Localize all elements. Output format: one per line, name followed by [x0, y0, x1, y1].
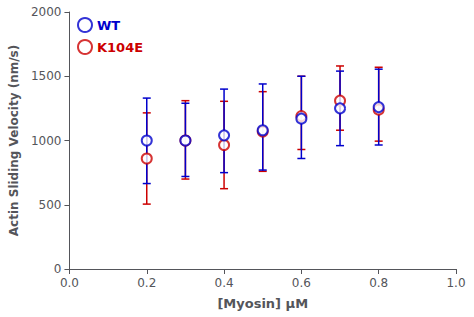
svg-text:1500: 1500	[31, 69, 62, 83]
svg-text:0.6: 0.6	[292, 276, 311, 290]
svg-text:0: 0	[54, 262, 62, 276]
svg-text:0.8: 0.8	[369, 276, 388, 290]
svg-text:WT: WT	[97, 18, 120, 33]
svg-text:[Myosin] μM: [Myosin] μM	[217, 296, 308, 311]
svg-text:Actin Sliding Velocity (nm/s): Actin Sliding Velocity (nm/s)	[7, 45, 21, 236]
svg-text:0.2: 0.2	[137, 276, 156, 290]
svg-text:1.0: 1.0	[446, 276, 465, 290]
svg-text:2000: 2000	[31, 5, 62, 19]
svg-text:500: 500	[39, 198, 62, 212]
svg-text:0.0: 0.0	[60, 276, 79, 290]
svg-text:1000: 1000	[31, 134, 62, 148]
svg-text:0.4: 0.4	[215, 276, 234, 290]
svg-text:K104E: K104E	[97, 40, 143, 55]
